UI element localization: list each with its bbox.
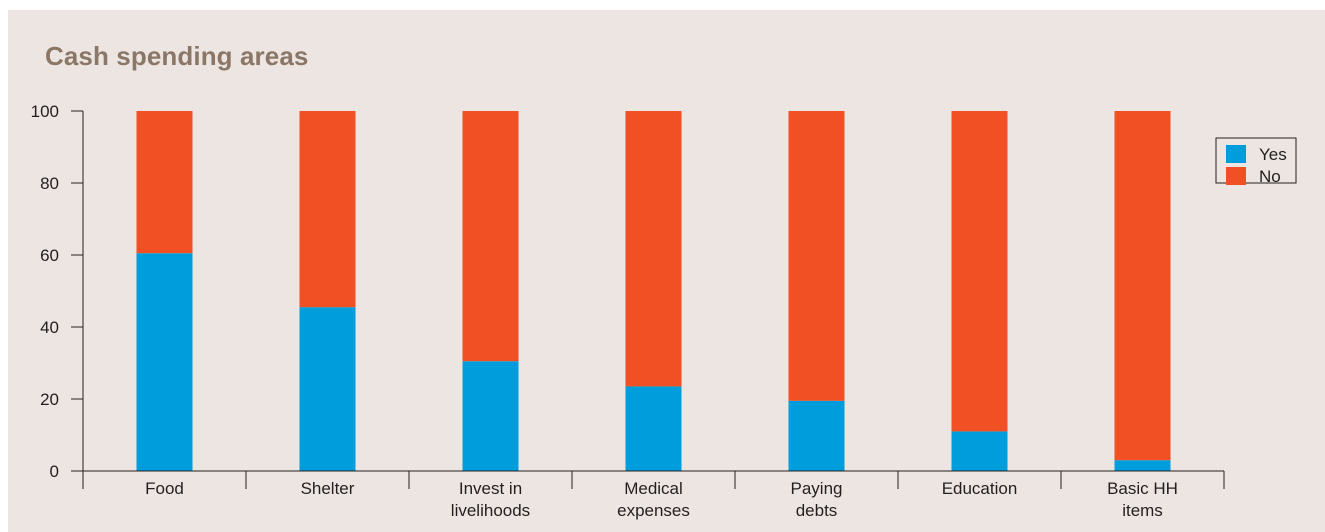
- legend: Yes No: [1215, 137, 1297, 186]
- legend-label-yes: Yes: [1259, 145, 1287, 164]
- bar-yes-2: [462, 361, 519, 471]
- y-tick-label: 80: [40, 174, 59, 193]
- bar-no-4: [788, 111, 845, 401]
- x-tick-label: Basic HH items: [1107, 479, 1178, 520]
- y-tick-label: 20: [40, 390, 59, 409]
- bar-no-6: [1114, 111, 1171, 461]
- bar-yes-4: [788, 400, 845, 471]
- bar-yes-0: [136, 253, 193, 471]
- legend-label-no: No: [1259, 167, 1281, 186]
- y-tick-label: 60: [40, 246, 59, 265]
- bar-no-3: [625, 111, 682, 387]
- chart-title: Cash spending areas: [45, 41, 309, 71]
- x-tick-label: Food: [145, 479, 184, 498]
- bar-no-1: [299, 111, 356, 308]
- bars-layer: [136, 111, 1171, 471]
- x-tick-label: Education: [942, 479, 1018, 498]
- bar-yes-5: [951, 431, 1008, 471]
- bar-no-2: [462, 111, 519, 362]
- bar-yes-3: [625, 386, 682, 471]
- bar-yes-1: [299, 307, 356, 471]
- legend-swatch-yes: [1226, 145, 1246, 163]
- y-tick-label: 40: [40, 318, 59, 337]
- bar-no-0: [136, 111, 193, 254]
- bar-no-5: [951, 111, 1008, 432]
- x-tick-label: Paying debts: [791, 479, 843, 520]
- x-tick-label: Shelter: [301, 479, 355, 498]
- axes-layer: 0 20 40 60 80 100 Food Shelter Invest in liveliho…: [31, 102, 1225, 520]
- x-tick-label: Invest in livelihoods: [451, 479, 530, 520]
- y-tick-label: 100: [31, 102, 59, 121]
- x-tick-label: Medical expenses: [617, 479, 690, 520]
- legend-swatch-no: [1226, 167, 1246, 185]
- legend-box: [1215, 137, 1297, 184]
- bar-yes-6: [1114, 460, 1171, 471]
- y-tick-label: 0: [50, 462, 59, 481]
